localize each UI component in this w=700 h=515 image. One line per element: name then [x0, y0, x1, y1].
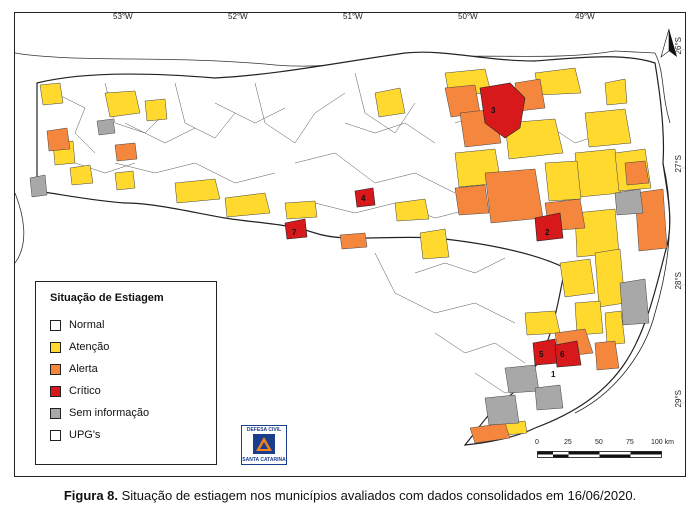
state-map	[15, 13, 685, 446]
legend-label: Alerta	[69, 363, 98, 375]
legend: Situação de Estiagem Normal Atenção Aler…	[35, 281, 217, 465]
legend-item-normal: Normal	[50, 318, 104, 332]
legend-item-upgs: UPG's	[50, 428, 100, 442]
legend-item-sem-informacao: Sem informação	[50, 406, 149, 420]
legend-item-atencao: Atenção	[50, 340, 109, 354]
legend-item-alerta: Alerta	[50, 362, 98, 376]
defesa-civil-logo: DEFESA CIVIL SANTA CATARINA	[241, 425, 287, 465]
legend-label: Crítico	[69, 385, 101, 397]
legend-item-critico: Crítico	[50, 384, 101, 398]
legend-swatch	[50, 385, 61, 397]
logo-text-top: DEFESA CIVIL	[246, 427, 282, 433]
scale-tick-label: 0	[535, 439, 539, 446]
legend-title: Situação de Estiagem	[50, 292, 164, 304]
legend-label: Sem informação	[69, 407, 150, 419]
scale-tick-label: 100 km	[651, 439, 674, 446]
legend-swatch	[50, 363, 61, 375]
legend-swatch	[50, 341, 61, 353]
longitude-label: 52°W	[228, 12, 248, 21]
logo-text-bottom: SANTA CATARINA	[242, 457, 286, 463]
longitude-label: 53°W	[113, 12, 133, 21]
map-label-3: 3	[491, 106, 496, 115]
scale-bar-graphic	[537, 451, 662, 458]
map-frame: 53°W 52°W 51°W 50°W 49°W 26°S 27°S 28°S …	[14, 12, 686, 477]
legend-swatch	[50, 429, 61, 441]
map-label-5: 5	[539, 350, 544, 359]
map-label-7: 7	[292, 228, 297, 237]
legend-label: UPG's	[69, 429, 101, 441]
map-label-2: 2	[545, 228, 550, 237]
map-label-1: 1	[551, 370, 556, 379]
legend-swatch	[50, 407, 61, 419]
map-label-4: 4	[361, 194, 366, 203]
legend-swatch	[50, 319, 61, 331]
north-arrow-icon	[659, 27, 679, 63]
legend-label: Atenção	[69, 341, 110, 353]
caption-label: Figura 8.	[63, 488, 119, 503]
map-label-6: 6	[560, 350, 565, 359]
figure-caption: Figura 8. Situação de estiagem nos munic…	[0, 488, 700, 503]
longitude-label: 50°W	[458, 12, 478, 21]
scale-tick-label: 75	[626, 439, 634, 446]
scale-tick-label: 50	[595, 439, 603, 446]
scale-tick-label: 25	[564, 439, 572, 446]
longitude-label: 51°W	[343, 12, 363, 21]
defesa-civil-emblem-icon	[253, 434, 275, 454]
longitude-label: 49°W	[575, 12, 595, 21]
scale-bar: 0 25 50 75 100 km	[535, 439, 677, 465]
caption-text: Situação de estiagem nos municípios aval…	[118, 488, 637, 503]
legend-label: Normal	[69, 319, 105, 331]
map-number-labels: 1 2 3 4 5 6 7	[292, 106, 565, 379]
